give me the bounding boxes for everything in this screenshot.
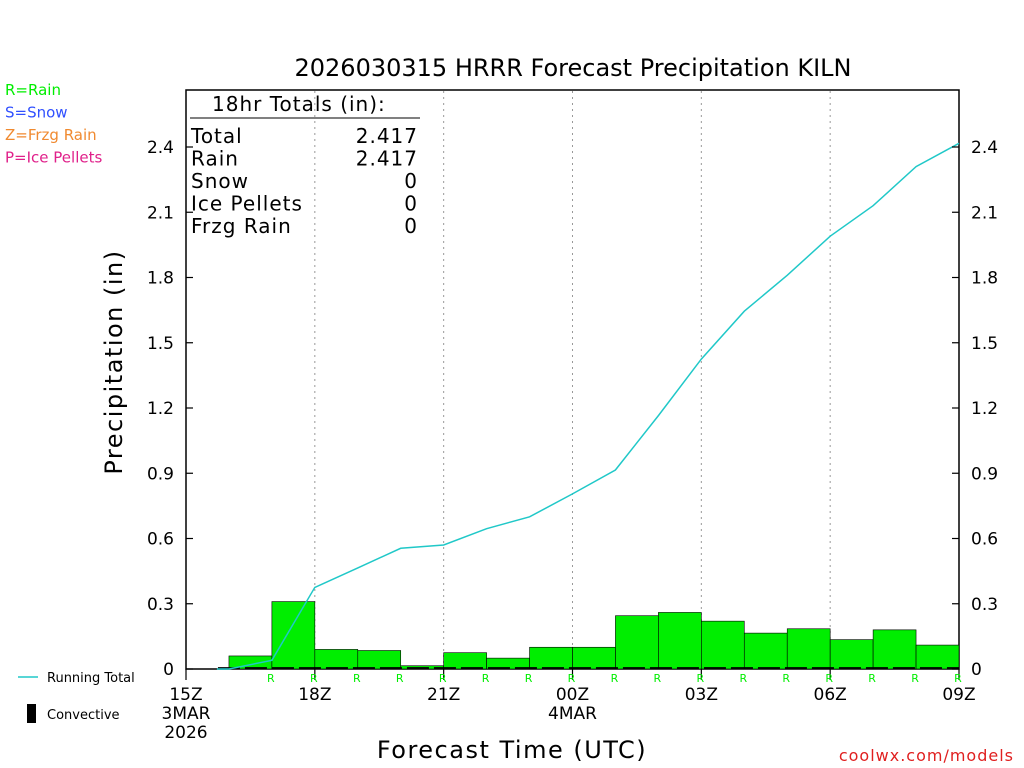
totals-label-4: Frzg Rain xyxy=(191,214,292,238)
precip-bar-17 xyxy=(915,644,960,670)
y-tick-label-right-8: 2.4 xyxy=(971,138,998,158)
type-marker-17: R xyxy=(954,672,962,685)
watermark: coolwx.com/models xyxy=(839,746,1014,765)
precip-bar-12 xyxy=(701,620,745,670)
legend-type-0: R=Rain xyxy=(5,81,61,99)
x-tick-label-2-0: 21Z xyxy=(427,685,460,705)
type-marker-13: R xyxy=(782,672,790,685)
legend-type-2: Z=Frzg Rain xyxy=(5,126,97,144)
running-total-group xyxy=(216,142,960,670)
x-tick-label-1-0: 18Z xyxy=(298,685,331,705)
y-axis-left: 0 0.3 0.6 0.9 1.2 1.5 1.8 2.1 2.4 xyxy=(147,138,193,680)
y-tick-label-right-0: 0 xyxy=(971,660,982,680)
running-total-line xyxy=(216,142,960,670)
precip-bar-10 xyxy=(615,615,659,670)
precip-bar-15 xyxy=(829,639,874,670)
totals-value-4: 0 xyxy=(404,214,418,238)
y-tick-label-left-4: 1.2 xyxy=(147,399,174,419)
type-marker-1: R xyxy=(267,672,275,685)
type-marker-11: R xyxy=(697,672,705,685)
running-total-legend-label: Running Total xyxy=(47,671,135,686)
y-tick-label-left-1: 0.3 xyxy=(147,595,174,615)
precip-bar-8 xyxy=(529,646,573,670)
precip-bar-4 xyxy=(357,650,402,670)
y-tick-label-left-8: 2.4 xyxy=(147,138,174,158)
totals-header: 18hr Totals (in): xyxy=(212,92,386,116)
legend-type-1: S=Snow xyxy=(5,104,68,122)
precip-bar-14 xyxy=(786,628,831,670)
precip-bar-13 xyxy=(743,632,788,670)
y-tick-label-right-7: 2.1 xyxy=(971,203,998,223)
y-tick-label-left-2: 0.6 xyxy=(147,530,174,550)
y-tick-label-left-6: 1.8 xyxy=(147,269,174,289)
type-marker-15: R xyxy=(868,672,876,685)
grid-lines xyxy=(314,91,831,669)
totals-box: 18hr Totals (in): Total 2.417 Rain 2.417 Sno… xyxy=(190,92,420,238)
type-marker-4: R xyxy=(396,672,404,685)
x-tick-label-0-1: 3MAR xyxy=(162,704,211,724)
type-marker-8: R xyxy=(568,672,576,685)
x-tick-label-4-0: 03Z xyxy=(685,685,718,705)
precip-bar-6 xyxy=(443,652,487,670)
y-tick-label-right-2: 0.6 xyxy=(971,530,998,550)
type-marker-16: R xyxy=(911,672,919,685)
type-marker-12: R xyxy=(739,672,747,685)
precip-bar-9 xyxy=(572,646,616,670)
y-tick-label-left-3: 0.9 xyxy=(147,464,174,484)
y-tick-label-right-1: 0.3 xyxy=(971,595,998,615)
y-tick-label-right-6: 1.8 xyxy=(971,269,998,289)
totals-value-0: 2.417 xyxy=(356,124,418,148)
totals-label-2: Snow xyxy=(191,169,249,193)
y-tick-label-left-7: 2.1 xyxy=(147,203,174,223)
y-tick-label-left-5: 1.5 xyxy=(147,334,174,354)
type-marker-6: R xyxy=(482,672,490,685)
y-tick-label-left-0: 0 xyxy=(163,660,174,680)
precip-bar-11 xyxy=(658,612,702,670)
totals-value-3: 0 xyxy=(404,192,418,216)
type-marker-3: R xyxy=(353,672,361,685)
convective-legend-label: Convective xyxy=(47,708,120,723)
precip-bar-2 xyxy=(271,601,316,670)
type-marker-9: R xyxy=(611,672,619,685)
type-marker-2: R xyxy=(310,672,318,685)
y-tick-label-right-5: 1.5 xyxy=(971,334,998,354)
chart-title: 2026030315 HRRR Forecast Precipitation K… xyxy=(295,54,852,82)
x-tick-label-0-0: 15Z xyxy=(169,685,202,705)
totals-value-2: 0 xyxy=(404,169,418,193)
y-axis-label: Precipitation (in) xyxy=(100,249,128,474)
x-tick-label-6-0: 09Z xyxy=(942,685,975,705)
x-tick-label-5-0: 06Z xyxy=(814,685,847,705)
totals-label-0: Total xyxy=(190,124,243,148)
x-tick-label-3-1: 4MAR xyxy=(548,704,597,724)
y-axis-right: 0 0.3 0.6 0.9 1.2 1.5 1.8 2.1 2.4 xyxy=(952,138,998,680)
y-tick-label-right-3: 0.9 xyxy=(971,464,998,484)
type-marker-7: R xyxy=(525,672,533,685)
y-tick-label-right-4: 1.2 xyxy=(971,399,998,419)
type-marker-5: R xyxy=(439,672,447,685)
x-axis-label: Forecast Time (UTC) xyxy=(377,736,647,764)
bars-group xyxy=(217,601,960,670)
type-marker-14: R xyxy=(825,672,833,685)
legend-type-3: P=Ice Pellets xyxy=(5,149,102,167)
precip-type-legend: R=Rain S=Snow Z=Frzg Rain P=Ice Pellets xyxy=(5,81,102,167)
totals-label-1: Rain xyxy=(191,147,239,171)
x-tick-label-3-0: 00Z xyxy=(556,685,589,705)
precip-bar-16 xyxy=(872,629,917,670)
x-tick-label-0-2: 2026 xyxy=(164,723,207,743)
convective-legend-swatch xyxy=(27,704,36,723)
precip-bar-3 xyxy=(314,649,359,670)
totals-value-1: 2.417 xyxy=(356,147,418,171)
type-marker-10: R xyxy=(654,672,662,685)
totals-label-3: Ice Pellets xyxy=(191,192,303,216)
